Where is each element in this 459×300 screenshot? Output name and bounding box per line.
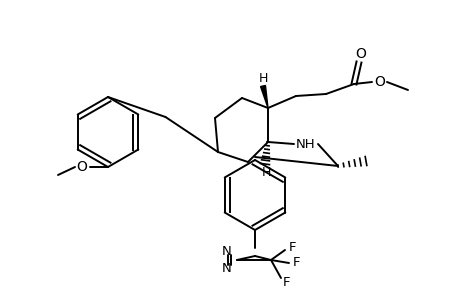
Text: F: F bbox=[283, 275, 290, 289]
Text: N: N bbox=[222, 245, 231, 259]
Text: NH: NH bbox=[296, 137, 315, 151]
Polygon shape bbox=[260, 85, 268, 108]
Text: H: H bbox=[258, 71, 267, 85]
Text: N: N bbox=[222, 262, 231, 275]
Text: H: H bbox=[261, 166, 270, 178]
Text: F: F bbox=[293, 256, 300, 269]
Text: O: O bbox=[374, 75, 385, 89]
Text: F: F bbox=[289, 242, 296, 254]
Text: O: O bbox=[76, 160, 87, 174]
Text: O: O bbox=[355, 47, 366, 61]
